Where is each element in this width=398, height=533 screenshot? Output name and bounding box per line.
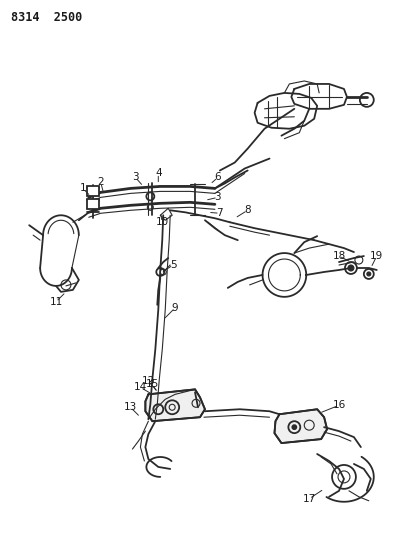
- Text: 5: 5: [170, 260, 176, 270]
- Text: 3: 3: [132, 173, 139, 182]
- Bar: [87, 187, 99, 196]
- Text: 9: 9: [172, 303, 178, 313]
- Text: 8: 8: [244, 205, 251, 215]
- Polygon shape: [275, 409, 327, 443]
- Text: 18: 18: [332, 251, 345, 261]
- Text: 1: 1: [80, 183, 86, 193]
- Circle shape: [293, 425, 297, 429]
- Text: 10: 10: [156, 217, 169, 227]
- Polygon shape: [145, 389, 205, 421]
- Text: 15: 15: [146, 379, 159, 390]
- Bar: [87, 199, 99, 209]
- Circle shape: [367, 272, 371, 276]
- Text: 19: 19: [370, 251, 383, 261]
- Text: 16: 16: [332, 400, 345, 410]
- Text: 14: 14: [134, 382, 147, 392]
- Text: 6: 6: [215, 173, 221, 182]
- Text: 12: 12: [142, 376, 155, 386]
- Circle shape: [348, 265, 354, 271]
- Text: 17: 17: [302, 494, 316, 504]
- Text: 3: 3: [215, 192, 221, 203]
- Text: 7: 7: [217, 208, 223, 219]
- Text: 13: 13: [124, 402, 137, 412]
- Text: 2: 2: [98, 177, 104, 188]
- Text: 11: 11: [49, 297, 62, 307]
- Text: 4: 4: [155, 168, 162, 179]
- Text: 8314  2500: 8314 2500: [11, 11, 82, 24]
